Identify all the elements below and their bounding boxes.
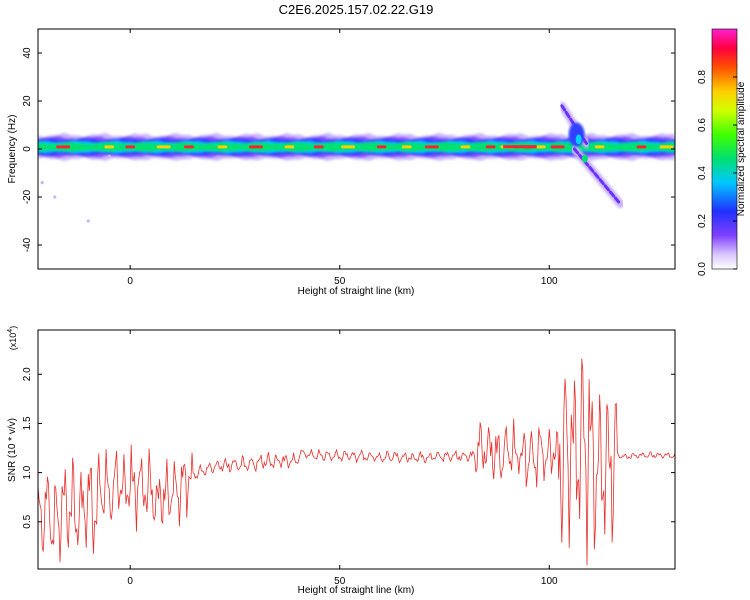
colorbar-ticks: 0.0 0.2 0.4 0.6 0.8 bbox=[697, 70, 737, 276]
snr-scale-label: (x104) bbox=[7, 326, 18, 350]
band-core-spot bbox=[125, 145, 136, 149]
snr-plot-area bbox=[38, 358, 675, 566]
scatter-point bbox=[86, 219, 90, 223]
band-core-spot bbox=[341, 145, 356, 149]
spectrogram-xtick-label: 100 bbox=[541, 276, 558, 287]
feature-blob-core bbox=[575, 134, 582, 145]
band-core-spot bbox=[550, 145, 565, 149]
colorbar-label: Normalized spectral amplitude bbox=[736, 81, 747, 216]
scatter-point bbox=[40, 181, 44, 185]
colorbar-gradient bbox=[711, 28, 738, 270]
band-core-spot bbox=[401, 145, 412, 149]
spectrogram-xtick-label: 50 bbox=[334, 276, 346, 287]
spectrogram-ytick-label: 0 bbox=[22, 146, 33, 152]
scatter-point bbox=[107, 154, 111, 158]
spectrogram-xtick-label: 0 bbox=[127, 276, 133, 287]
band-core-spot bbox=[460, 145, 471, 149]
band-core-spot bbox=[248, 145, 263, 149]
spectrogram-xlabel: Height of straight line (km) bbox=[298, 286, 415, 297]
snr-ytick-label: 1.5 bbox=[22, 416, 33, 430]
snr-xtick-label: 50 bbox=[334, 576, 346, 587]
band-core-spot bbox=[485, 145, 496, 149]
snr-panel: 0 50 100 0.5 1.0 1.5 2.0 Height of straight li… bbox=[7, 326, 676, 596]
snr-frame bbox=[37, 329, 676, 570]
band-core-spot bbox=[217, 145, 228, 149]
scatter-point bbox=[53, 195, 57, 199]
snr-series-line bbox=[38, 358, 675, 566]
band-core-spot bbox=[156, 145, 171, 149]
spectrogram-ytick-label: 20 bbox=[22, 95, 33, 107]
figure-title: C2E6.2025.157.02.22.G19 bbox=[279, 2, 434, 17]
band-core-spot bbox=[313, 145, 324, 149]
snr-ytick-label: 2.0 bbox=[22, 367, 33, 381]
snr-xtick-label: 100 bbox=[541, 576, 558, 587]
spectrogram-ytick-label: 40 bbox=[22, 47, 33, 59]
snr-ytick-label: 0.5 bbox=[22, 514, 33, 528]
colorbar-tick-label: 0.4 bbox=[697, 166, 708, 180]
band-core-spot bbox=[376, 145, 387, 149]
band-core-spot bbox=[659, 145, 674, 149]
snr-ticks: 0 50 100 0.5 1.0 1.5 2.0 bbox=[22, 330, 675, 587]
feature-blob bbox=[568, 122, 585, 147]
colorbar-tick-label: 0.6 bbox=[697, 118, 708, 132]
spectrogram-layers bbox=[38, 101, 675, 223]
band-green bbox=[38, 142, 675, 152]
colorbar-tick-label: 0.8 bbox=[697, 70, 708, 84]
spectrogram-ytick-label: -40 bbox=[22, 237, 33, 252]
band-core-spot bbox=[594, 145, 605, 149]
band-core-spot bbox=[184, 145, 194, 149]
band-core-spot bbox=[636, 145, 647, 149]
band-core-spot bbox=[424, 145, 439, 149]
snr-xtick-label: 0 bbox=[127, 576, 133, 587]
band-core-spot bbox=[56, 145, 71, 149]
band-core-spot bbox=[536, 145, 546, 149]
band-core-streak bbox=[503, 145, 537, 149]
spectrogram-ylabel: Frequency (Hz) bbox=[7, 115, 18, 184]
snr-scale-base: (x10 bbox=[8, 333, 18, 351]
spectrogram-heatmap bbox=[38, 101, 675, 223]
band-core-spot bbox=[104, 145, 115, 149]
feature-blob-core bbox=[581, 154, 588, 163]
spectrogram-ytick-label: -20 bbox=[22, 189, 33, 204]
snr-scale-exponent: 4 bbox=[7, 329, 14, 333]
snr-xlabel: Height of straight line (km) bbox=[298, 585, 415, 596]
snr-ytick-label: 1.0 bbox=[22, 465, 33, 479]
colorbar: 0.0 0.2 0.4 0.6 0.8 Normalized spectral ampl… bbox=[697, 28, 747, 276]
colorbar-tick-label: 0.2 bbox=[697, 214, 708, 228]
snr-scale-close: ) bbox=[8, 326, 18, 329]
band-core-spot bbox=[284, 145, 295, 149]
spectrogram-panel: 0 50 100 -40 -20 0 20 40 Height of straight lin… bbox=[7, 28, 676, 297]
spectrogram-ticks: 0 50 100 -40 -20 0 20 40 bbox=[22, 29, 675, 287]
snr-ylabel: SNR (10 * v/v) bbox=[7, 418, 18, 482]
colorbar-tick-label: 0.0 bbox=[697, 262, 708, 276]
